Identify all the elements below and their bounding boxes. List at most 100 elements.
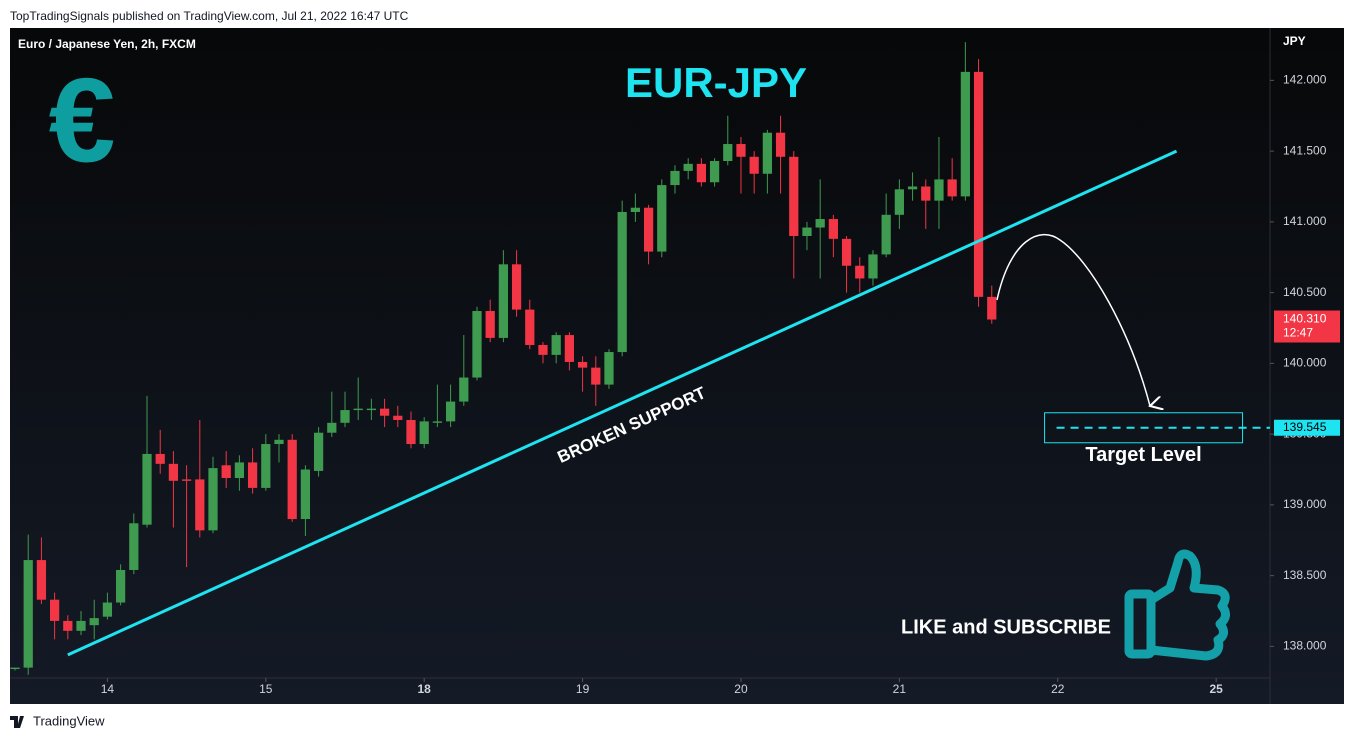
candle-body bbox=[789, 156, 799, 237]
candle-body bbox=[472, 311, 482, 378]
candle-body bbox=[591, 367, 601, 385]
candle-body bbox=[168, 463, 179, 481]
last-price-tag bbox=[1274, 310, 1340, 343]
candle-body bbox=[525, 309, 535, 345]
candle-body bbox=[604, 352, 614, 385]
candle-body bbox=[63, 620, 73, 631]
candle-body bbox=[802, 227, 812, 237]
candle-body bbox=[881, 214, 891, 255]
candle-body bbox=[195, 479, 205, 531]
chart-title: EUR-JPY bbox=[625, 59, 807, 106]
target-tag bbox=[1274, 419, 1340, 436]
x-tick-label: 20 bbox=[734, 682, 748, 696]
candle-body bbox=[868, 254, 878, 279]
candle-body bbox=[683, 163, 693, 171]
candle-body bbox=[23, 560, 33, 668]
x-tick-label: 22 bbox=[1051, 682, 1065, 696]
symbol: Euro / Japanese Yen, 2h, FXCM bbox=[18, 37, 196, 51]
footer-text: TradingView bbox=[33, 713, 105, 728]
y-tick-label: 138.500 bbox=[1283, 568, 1327, 582]
x-tick-label: 19 bbox=[576, 682, 590, 696]
y-tick-label: 141.000 bbox=[1283, 214, 1327, 228]
candle-body bbox=[459, 377, 469, 402]
candle-body bbox=[287, 439, 297, 520]
candle-body bbox=[89, 618, 99, 626]
candle-body bbox=[775, 132, 786, 157]
y-tick-label: 138.000 bbox=[1283, 639, 1327, 653]
candle-body bbox=[538, 344, 548, 355]
footer: TradingView bbox=[10, 713, 105, 728]
x-tick-label: 15 bbox=[259, 682, 273, 696]
candle-body bbox=[894, 189, 904, 215]
candle-body bbox=[828, 219, 838, 239]
candle-body bbox=[313, 432, 324, 471]
target-text: Target Level bbox=[1085, 444, 1201, 466]
candle-body bbox=[327, 422, 337, 433]
candle-body bbox=[181, 479, 192, 481]
support-line bbox=[67, 149, 1178, 657]
candle-body bbox=[921, 186, 931, 201]
candle-body bbox=[234, 462, 245, 478]
candle-body bbox=[564, 335, 575, 362]
candle-body bbox=[432, 421, 443, 423]
candle-body bbox=[247, 462, 258, 488]
candle-body bbox=[485, 311, 495, 338]
tv-logo bbox=[10, 716, 24, 728]
candle-body bbox=[841, 238, 852, 266]
y-tick-label: 140.500 bbox=[1283, 285, 1327, 299]
candle-body bbox=[511, 264, 522, 310]
candle-body bbox=[577, 361, 588, 368]
candle-body bbox=[142, 453, 152, 525]
candle-body bbox=[723, 144, 733, 162]
y-axis-label: JPY bbox=[1283, 34, 1306, 48]
euro-icon: € bbox=[49, 54, 116, 188]
candle-body bbox=[102, 602, 113, 617]
candle-body bbox=[630, 207, 640, 212]
candle-body bbox=[353, 408, 363, 411]
candle-body bbox=[129, 523, 139, 570]
candle-body bbox=[49, 599, 60, 621]
y-tick-label: 142.000 bbox=[1283, 73, 1327, 87]
candle-body bbox=[947, 179, 957, 197]
candle-body bbox=[36, 560, 47, 600]
x-tick-label: 18 bbox=[418, 682, 432, 696]
candle-body bbox=[340, 410, 350, 423]
candle-body bbox=[709, 161, 720, 183]
candle-body bbox=[445, 401, 456, 422]
candle-body bbox=[617, 211, 627, 353]
candle-body bbox=[419, 421, 429, 445]
candle-body bbox=[498, 264, 509, 338]
candle-body bbox=[208, 468, 218, 531]
candle-body bbox=[749, 156, 759, 174]
candle-body bbox=[551, 335, 561, 355]
candle-body bbox=[907, 186, 918, 190]
thumbs-up-icon bbox=[1124, 549, 1230, 661]
y-tick-label: 139.000 bbox=[1283, 497, 1327, 511]
candle-body bbox=[736, 144, 746, 157]
candle-body bbox=[973, 71, 984, 297]
candle-body bbox=[261, 444, 271, 488]
candle-body bbox=[115, 569, 126, 603]
candle-body bbox=[393, 415, 403, 420]
x-tick-label: 14 bbox=[101, 682, 115, 696]
candle-body bbox=[960, 71, 970, 197]
candle-body bbox=[643, 207, 654, 252]
countdown-label: 12:47 bbox=[1283, 326, 1313, 340]
candle-body bbox=[300, 469, 311, 520]
candle-body bbox=[855, 265, 865, 279]
y-tick-label: 140.000 bbox=[1283, 356, 1327, 370]
header: TopTradingSignals published on TradingVi… bbox=[10, 9, 409, 23]
candle-body bbox=[815, 219, 825, 228]
target-tag-label: 139.545 bbox=[1283, 420, 1327, 434]
candle-body bbox=[670, 170, 680, 186]
x-tick-label: 21 bbox=[893, 682, 907, 696]
candle-body bbox=[155, 453, 165, 464]
candle-body bbox=[657, 185, 667, 252]
candle-body bbox=[76, 620, 86, 631]
call-to-action: LIKE and SUBSCRIBE bbox=[901, 616, 1111, 638]
candle-body bbox=[221, 465, 231, 478]
candle-body bbox=[762, 132, 772, 174]
projection-arrow bbox=[996, 233, 1150, 406]
candle-body bbox=[274, 439, 284, 445]
